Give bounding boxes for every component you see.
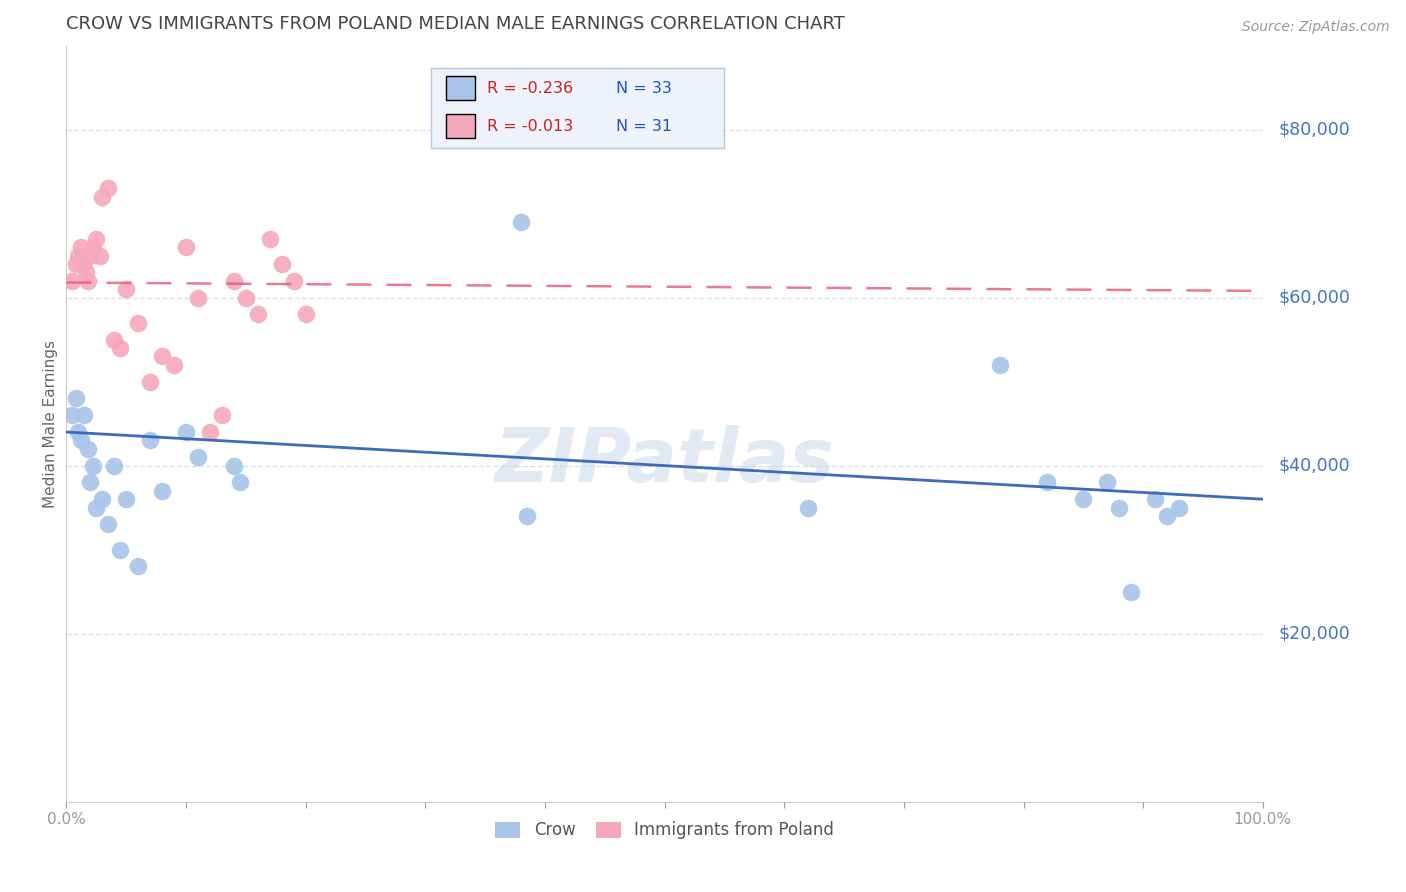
Point: [73, 408, 96, 422]
Point: [211, 408, 233, 422]
Point: [65, 257, 87, 271]
Point: [198, 425, 221, 439]
Point: [246, 308, 269, 322]
Point: [67, 249, 90, 263]
Point: [77, 442, 100, 456]
Point: [150, 483, 173, 498]
Point: [988, 358, 1011, 372]
Point: [270, 257, 292, 271]
Point: [222, 458, 245, 473]
Point: [82, 458, 104, 473]
Point: [187, 291, 209, 305]
Point: [89, 249, 111, 263]
Point: [72, 257, 94, 271]
Point: [69, 434, 91, 448]
Point: [174, 240, 197, 254]
Point: [1108, 500, 1130, 515]
Point: [797, 500, 820, 515]
Point: [127, 316, 149, 330]
Point: [150, 350, 173, 364]
Point: [229, 475, 252, 490]
Point: [110, 341, 132, 355]
Point: [1168, 500, 1191, 515]
Point: [86, 232, 108, 246]
Point: [103, 458, 125, 473]
Legend: Crow, Immigrants from Poland: Crow, Immigrants from Poland: [489, 814, 841, 847]
Point: [259, 232, 281, 246]
Text: $80,000: $80,000: [1278, 120, 1350, 138]
Point: [1097, 475, 1119, 490]
Point: [62, 408, 84, 422]
Point: [1144, 492, 1167, 507]
Point: [222, 274, 245, 288]
Point: [77, 274, 100, 288]
Point: [1156, 508, 1178, 523]
Point: [69, 240, 91, 254]
Point: [82, 240, 104, 254]
Point: [75, 265, 97, 279]
Point: [294, 308, 316, 322]
Point: [91, 190, 114, 204]
Point: [139, 375, 162, 389]
Point: [86, 500, 108, 515]
Point: [97, 181, 120, 195]
Text: ZIPatlas: ZIPatlas: [495, 425, 835, 498]
Point: [97, 517, 120, 532]
Point: [115, 492, 138, 507]
Point: [79, 249, 101, 263]
Point: [1036, 475, 1059, 490]
Point: [127, 559, 149, 574]
Point: [91, 492, 114, 507]
Point: [110, 542, 132, 557]
Point: [103, 333, 125, 347]
Point: [139, 434, 162, 448]
Point: [235, 291, 257, 305]
Point: [174, 425, 197, 439]
Text: $60,000: $60,000: [1278, 289, 1350, 307]
Point: [163, 358, 186, 372]
Point: [1073, 492, 1095, 507]
Point: [1121, 584, 1143, 599]
Point: [516, 508, 538, 523]
Text: $20,000: $20,000: [1278, 624, 1350, 642]
Point: [283, 274, 305, 288]
Point: [187, 450, 209, 465]
Point: [62, 274, 84, 288]
Point: [79, 475, 101, 490]
Point: [67, 425, 90, 439]
Text: CROW VS IMMIGRANTS FROM POLAND MEDIAN MALE EARNINGS CORRELATION CHART: CROW VS IMMIGRANTS FROM POLAND MEDIAN MA…: [66, 15, 845, 33]
Point: [115, 282, 138, 296]
Text: Source: ZipAtlas.com: Source: ZipAtlas.com: [1241, 20, 1389, 34]
Y-axis label: Median Male Earnings: Median Male Earnings: [44, 340, 58, 508]
Point: [510, 215, 533, 229]
Point: [65, 392, 87, 406]
Text: $40,000: $40,000: [1278, 457, 1350, 475]
